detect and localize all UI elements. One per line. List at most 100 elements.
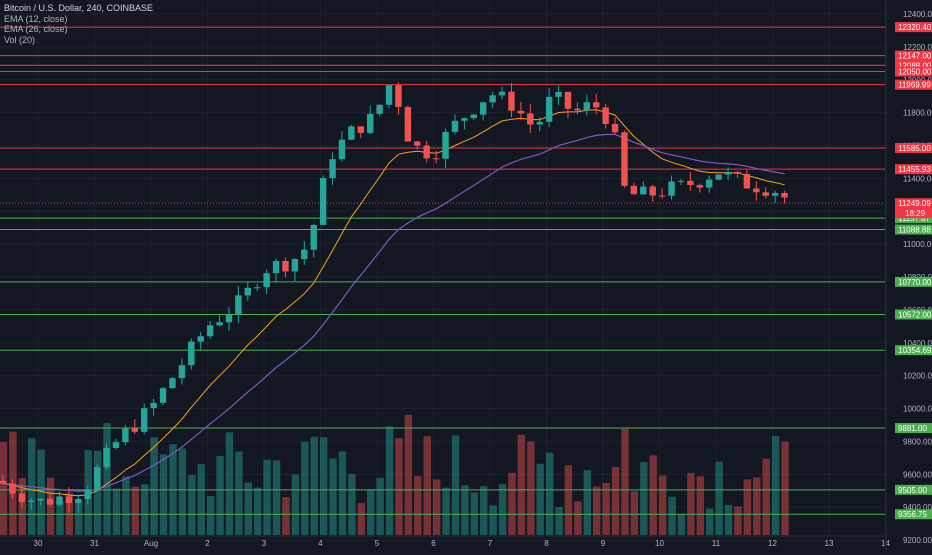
volume-bar (329, 458, 337, 535)
candle-body (489, 95, 496, 103)
volume-bar (244, 482, 253, 535)
volume-bar (112, 488, 121, 535)
candle-body (753, 188, 760, 193)
candle-body (206, 325, 214, 337)
candle-body (178, 365, 186, 379)
volume-bar (555, 507, 563, 535)
x-tick-label: 12 (768, 539, 777, 548)
candle-body (593, 102, 600, 108)
volume-bar (376, 477, 384, 535)
support-level-tag (895, 309, 932, 320)
candle-body (677, 180, 685, 182)
y-tick-label: 12400.00 (903, 10, 932, 19)
volume-bar (188, 475, 196, 535)
candle-body (159, 388, 167, 403)
volume-bar (131, 486, 140, 535)
support-level-tag (895, 276, 932, 287)
x-tick-label: 9 (601, 539, 606, 548)
volume-bar (724, 505, 733, 535)
y-tick-label: 11000.00 (903, 240, 932, 249)
volume-bar (423, 436, 431, 535)
candle-body (188, 341, 195, 366)
candle-body (574, 108, 581, 111)
candle-body (555, 91, 562, 97)
legend-volume: Vol (20) (4, 34, 36, 45)
candle-body (630, 185, 638, 195)
volume-bar (338, 451, 347, 535)
volume-bar (715, 461, 723, 535)
volume-bar (272, 460, 281, 535)
candle-body (508, 91, 515, 111)
candle-body (640, 186, 647, 195)
y-tick-label: 12200.00 (903, 43, 932, 52)
volume-bar (536, 463, 544, 535)
volume-bar (687, 472, 695, 535)
candle-body (291, 259, 299, 272)
volume-bar (367, 489, 375, 535)
support-level-tag (895, 345, 932, 356)
volume-bar (649, 455, 657, 535)
support-level-tag (895, 224, 932, 235)
candle-body (301, 249, 308, 260)
candle-body (658, 195, 666, 197)
resistance-level-label: 12147.00 (898, 52, 932, 61)
x-tick-label: 13 (825, 539, 834, 548)
candle-body (781, 192, 788, 198)
candle-body (282, 260, 289, 272)
candle-body (310, 224, 317, 250)
x-tick-label: 6 (431, 539, 436, 548)
candle-body (272, 260, 280, 274)
resistance-level-label: 11585.00 (898, 144, 931, 153)
support-level-label: 9356.75 (898, 510, 927, 519)
candle-body (771, 192, 779, 196)
volume-bar (178, 448, 187, 535)
volume-bar (263, 459, 271, 535)
candle-body (621, 132, 628, 186)
resistance-level-tag (895, 60, 932, 71)
volume-bar (235, 451, 243, 535)
candle-body (93, 467, 101, 490)
candle-body (498, 91, 506, 96)
resistance-level-tag (895, 66, 932, 77)
candle-body (367, 113, 374, 133)
y-tick-label: 10400.00 (903, 339, 932, 348)
candle-body (150, 402, 157, 409)
candle-body (715, 174, 722, 180)
x-tick-label: 2 (205, 539, 210, 548)
resistance-level-tag (895, 22, 932, 33)
volume-bar (75, 501, 83, 535)
candle-body (404, 106, 412, 142)
candle-body (56, 496, 63, 505)
candle-body (395, 85, 402, 107)
x-tick-label: 8 (544, 539, 549, 548)
candle-body (75, 498, 82, 503)
volume-bar (46, 477, 55, 535)
candle-body (583, 102, 591, 111)
resistance-level-label: 12320.40 (898, 23, 932, 32)
volume-bar (753, 477, 761, 535)
x-tick-label: 31 (90, 539, 99, 548)
candle-body (244, 287, 252, 296)
resistance-level-label: 11969.99 (898, 81, 931, 90)
x-tick-label: 5 (375, 539, 380, 548)
candle-body (112, 442, 120, 448)
candle-body (527, 113, 534, 125)
candle-body (545, 96, 553, 122)
volume-bar (56, 501, 64, 535)
resistance-level-label: 12088.00 (898, 61, 932, 70)
candle-body (706, 179, 713, 188)
volume-bar (480, 486, 488, 535)
volume-bar (593, 486, 601, 535)
x-tick-label: 10 (655, 539, 664, 548)
resistance-level-tag (895, 142, 932, 153)
candle-body (734, 171, 741, 174)
volume-bar (122, 476, 130, 535)
candle-body (432, 158, 440, 160)
volume-bar (197, 464, 205, 535)
candle-body (263, 273, 270, 288)
support-level-tag (895, 509, 932, 520)
candle-body (131, 428, 139, 432)
current-price-label: 11249.09 (898, 199, 931, 208)
